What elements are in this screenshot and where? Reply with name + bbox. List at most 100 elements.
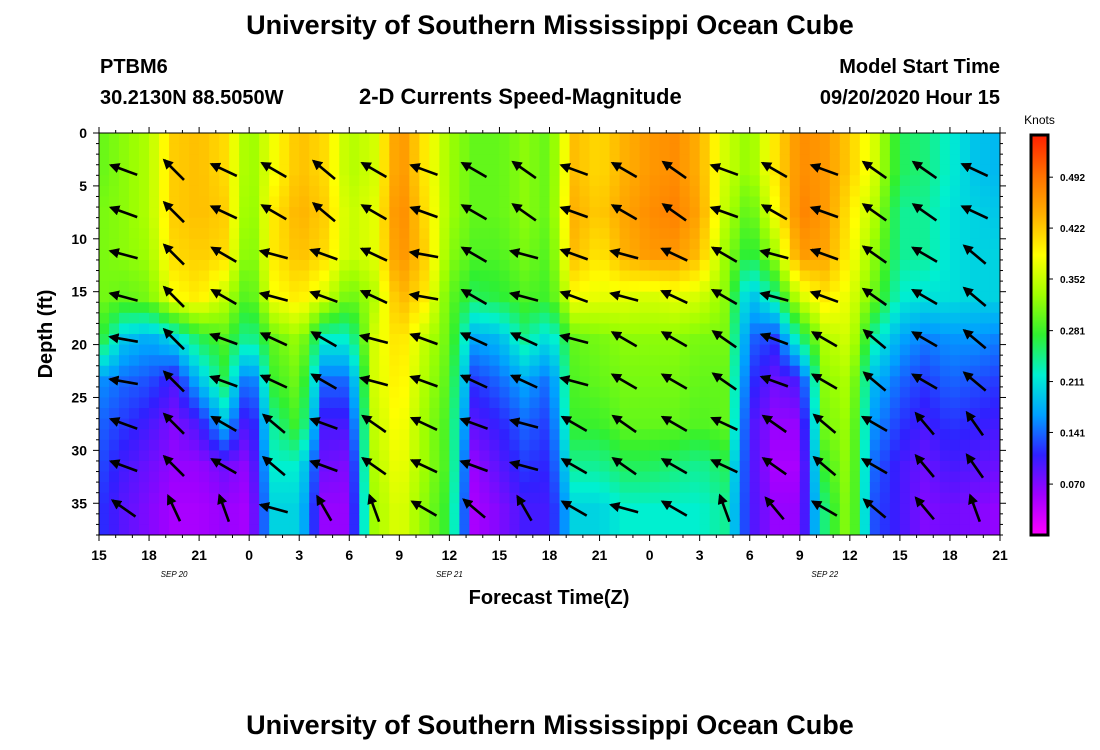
heatmap-cell <box>739 185 751 198</box>
heatmap-cell <box>149 460 160 473</box>
heatmap-cell <box>139 185 150 198</box>
heatmap-cell <box>879 270 891 282</box>
heatmap-cell <box>989 513 1000 526</box>
current-arrow <box>162 243 185 266</box>
heatmap-cell <box>629 228 641 240</box>
heatmap-cell <box>449 492 460 504</box>
heatmap-cell <box>989 524 1000 535</box>
heatmap-cell <box>359 143 370 155</box>
heatmap-cell <box>939 164 951 176</box>
heatmap-cell <box>559 408 571 420</box>
heatmap-cell <box>839 217 851 229</box>
heatmap-cell <box>279 281 290 293</box>
heatmap-cell <box>949 492 961 504</box>
heatmap-cell <box>509 365 521 377</box>
heatmap-cell <box>449 291 460 303</box>
heatmap-cell <box>289 503 300 515</box>
heatmap-cell <box>659 217 671 229</box>
heatmap-cell <box>549 524 561 535</box>
heatmap-cell <box>239 355 250 367</box>
heatmap-cell <box>609 397 621 409</box>
heatmap-cell <box>499 164 511 176</box>
heatmap-cell <box>499 238 511 250</box>
heatmap-cell <box>489 460 501 473</box>
heatmap-cell <box>299 270 310 282</box>
heatmap-cell <box>519 133 531 145</box>
heatmap-cell <box>829 460 841 473</box>
heatmap-cell <box>899 281 911 293</box>
heatmap-cell <box>809 524 821 535</box>
heatmap-cell <box>829 207 841 219</box>
heatmap-cell <box>249 418 260 430</box>
heatmap-cell <box>429 344 440 356</box>
heatmap-cell <box>349 355 360 367</box>
heatmap-cell <box>609 386 621 399</box>
x-tick-label: 9 <box>796 547 804 563</box>
heatmap-cell <box>769 397 781 409</box>
heatmap-cell <box>339 133 350 145</box>
heatmap-cell <box>909 196 921 208</box>
heatmap-cell <box>959 133 971 145</box>
heatmap-cell <box>719 185 731 198</box>
heatmap-cell <box>899 334 911 346</box>
heatmap-cell <box>849 196 861 208</box>
heatmap-cell <box>109 524 120 535</box>
heatmap-cell <box>649 185 661 198</box>
heatmap-cell <box>849 482 861 494</box>
heatmap-cell <box>769 154 781 166</box>
heatmap-cell <box>549 429 561 441</box>
heatmap-cell <box>409 185 420 198</box>
heatmap-cell <box>909 238 921 250</box>
heatmap-cell <box>259 281 270 293</box>
heatmap-cell <box>979 207 991 219</box>
heatmap-cell <box>549 418 561 430</box>
heatmap-cell <box>179 513 190 526</box>
heatmap-cell <box>919 143 931 155</box>
heatmap-cell <box>879 439 891 451</box>
heatmap-cell <box>689 238 701 250</box>
heatmap-cell <box>749 482 761 494</box>
heatmap-cell <box>389 482 400 494</box>
heatmap-cell <box>659 259 671 272</box>
heatmap-cell <box>229 334 240 346</box>
heatmap-cell <box>459 217 471 229</box>
heatmap-cell <box>989 312 1000 325</box>
heatmap-cell <box>119 513 130 526</box>
heatmap-cell <box>679 259 691 272</box>
heatmap-cell <box>269 259 280 272</box>
heatmap-cell <box>539 143 551 155</box>
heatmap-cell <box>439 418 450 430</box>
heatmap-cell <box>529 397 541 409</box>
heatmap-cell <box>409 217 420 229</box>
heatmap-cell <box>459 513 471 526</box>
heatmap-cell <box>329 471 340 483</box>
heatmap-cell <box>679 154 691 166</box>
heatmap-cell <box>579 323 591 335</box>
heatmap-cell <box>309 270 320 282</box>
heatmap-cell <box>889 386 901 399</box>
heatmap-cell <box>509 355 521 367</box>
heatmap-cell <box>979 334 991 346</box>
heatmap-cell <box>699 386 711 399</box>
current-arrow <box>660 331 688 348</box>
heatmap-cell <box>179 302 190 314</box>
heatmap-cell <box>699 482 711 494</box>
heatmap-cell <box>729 397 741 409</box>
heatmap-cell <box>319 143 330 155</box>
heatmap-cell <box>949 259 961 272</box>
heatmap-cell <box>449 524 460 535</box>
heatmap-cell <box>669 143 681 155</box>
heatmap-cell <box>889 365 901 377</box>
current-arrow <box>911 203 938 222</box>
heatmap-cell <box>709 365 721 377</box>
heatmap-cell <box>929 429 941 441</box>
heatmap-cell <box>729 386 741 399</box>
heatmap-cell <box>169 133 180 145</box>
heatmap-cell <box>669 196 681 208</box>
heatmap-cell <box>319 185 330 198</box>
heatmap-cell <box>609 323 621 335</box>
heatmap-cell <box>319 365 330 377</box>
heatmap-cell <box>329 185 340 198</box>
heatmap-cell <box>829 397 841 409</box>
heatmap-cell <box>449 334 460 346</box>
